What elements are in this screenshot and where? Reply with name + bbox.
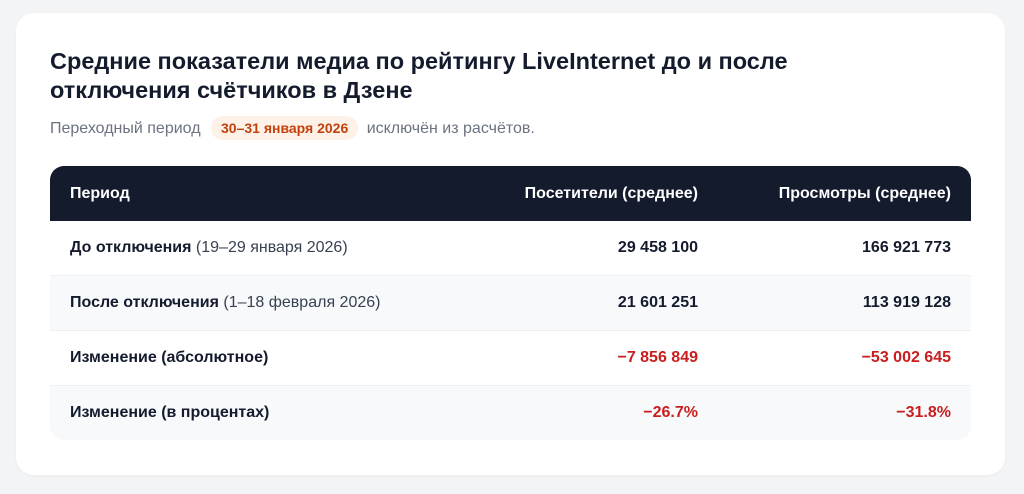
row-note: (19–29 января 2026)	[195, 239, 348, 256]
views-percent-value: −31.8%	[896, 404, 951, 421]
page-title: Средние показатели медиа по рейтингу Liv…	[50, 48, 788, 103]
header-visitors: Посетители (среднее)	[524, 184, 698, 202]
table-row: Изменение (абсолютное) −7 856 849 −53 00…	[50, 331, 971, 386]
header-views: Просмотры (среднее)	[778, 184, 951, 202]
date-badge: 30–31 января 2026	[211, 116, 359, 140]
row-label: До отключения	[70, 239, 192, 256]
row-label: После отключения	[70, 294, 219, 311]
visitors-change-value: −7 856 849	[617, 349, 698, 366]
row-label-cell: До отключения (19–29 января 2026)	[50, 239, 470, 257]
visitors-value: 21 601 251	[617, 294, 698, 311]
table-header: Период Посетители (среднее) Просмотры (с…	[50, 166, 971, 221]
visitors-value: 29 458 100	[617, 239, 698, 256]
views-value: 166 921 773	[862, 239, 951, 256]
row-note: (1–18 февраля 2026)	[223, 294, 381, 311]
table-row: После отключения (1–18 февраля 2026) 21 …	[50, 276, 971, 331]
views-change-value: −53 002 645	[861, 349, 951, 366]
subtitle-prefix: Переходный период	[50, 120, 201, 137]
subtitle-suffix: исключён из расчётов.	[366, 120, 535, 137]
row-label-cell: После отключения (1–18 февраля 2026)	[50, 294, 470, 312]
subtitle: Переходный период 30–31 января 2026 искл…	[50, 116, 535, 141]
header-period: Период	[70, 184, 130, 202]
comparison-table: Период Посетители (среднее) Просмотры (с…	[50, 166, 971, 440]
row-label: Изменение (в процентах)	[70, 404, 270, 421]
stats-card: Средние показатели медиа по рейтингу Liv…	[16, 13, 1005, 475]
table-row: До отключения (19–29 января 2026) 29 458…	[50, 221, 971, 276]
row-label: Изменение (абсолютное)	[70, 349, 269, 366]
views-value: 113 919 128	[862, 294, 951, 311]
row-label-cell: Изменение (в процентах)	[50, 404, 470, 422]
visitors-percent-value: −26.7%	[643, 404, 698, 421]
row-label-cell: Изменение (абсолютное)	[50, 349, 470, 367]
table-row: Изменение (в процентах) −26.7% −31.8%	[50, 386, 971, 440]
